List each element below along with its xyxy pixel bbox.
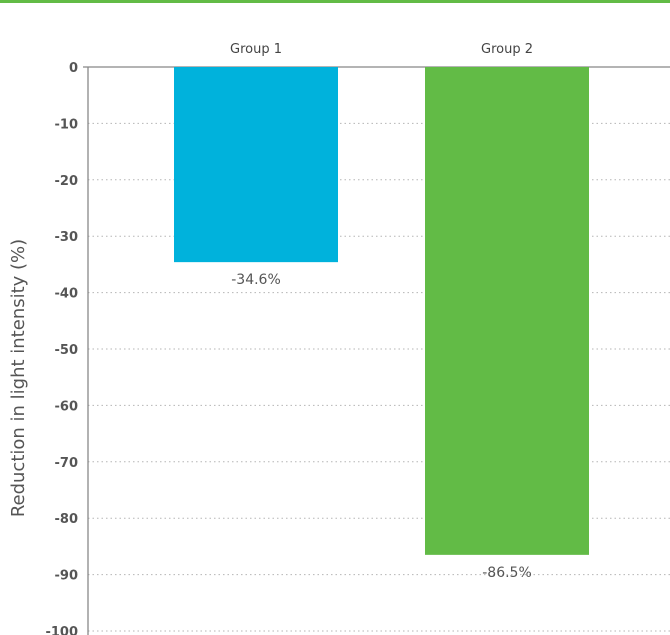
category-label: Group 2 bbox=[481, 42, 533, 57]
data-label: -86.5% bbox=[482, 565, 532, 581]
y-tick-label: -40 bbox=[55, 287, 79, 302]
data-label: -34.6% bbox=[231, 272, 281, 288]
y-tick-label: -80 bbox=[55, 512, 79, 527]
y-tick-label: -100 bbox=[45, 625, 78, 635]
category-label: Group 1 bbox=[230, 42, 282, 57]
y-tick-label: -60 bbox=[55, 399, 79, 414]
bar bbox=[174, 67, 338, 263]
bar bbox=[425, 67, 589, 555]
y-tick-label: -70 bbox=[55, 456, 79, 471]
y-tick-label: -10 bbox=[55, 117, 79, 132]
y-tick-label: -50 bbox=[55, 343, 79, 358]
top-accent-bar bbox=[0, 0, 670, 3]
y-axis-title: Reduction in light intensity (%) bbox=[8, 239, 29, 517]
y-tick-label: 0 bbox=[69, 61, 78, 76]
y-tick-label: -30 bbox=[55, 230, 79, 245]
y-tick-label: -90 bbox=[55, 569, 79, 584]
y-tick-label: -20 bbox=[55, 174, 79, 189]
